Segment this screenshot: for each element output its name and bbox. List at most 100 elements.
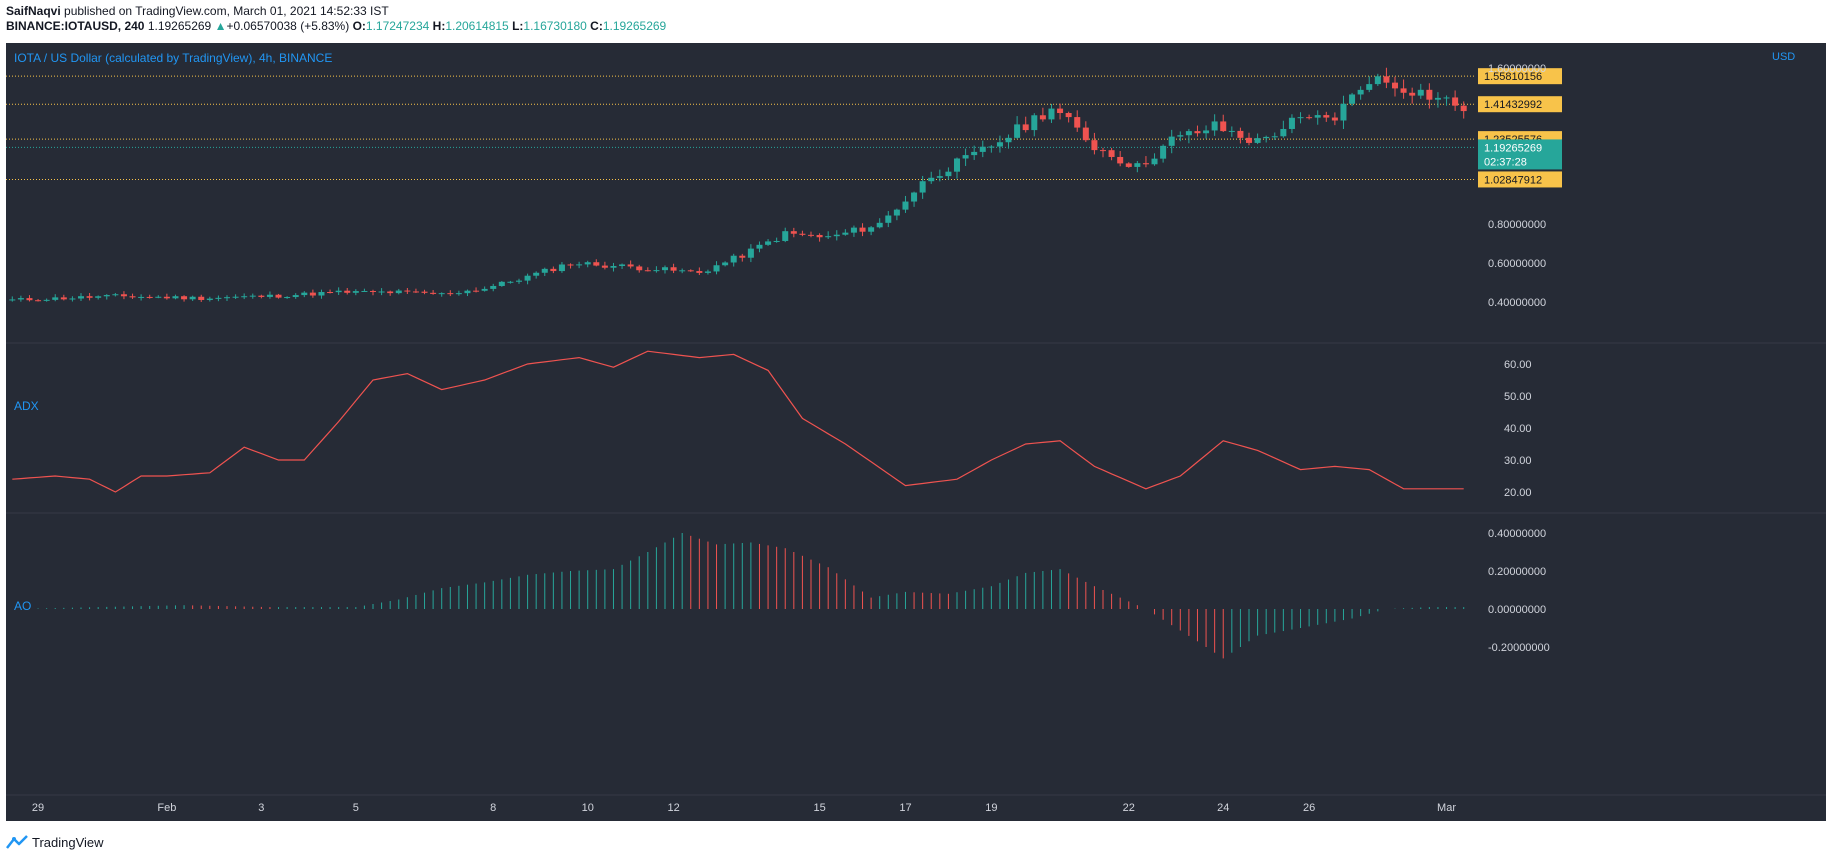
candle-body (412, 291, 419, 293)
candle-body (661, 267, 669, 271)
candle-body (1271, 136, 1278, 138)
candle-body (722, 262, 729, 266)
candle-body (902, 201, 909, 210)
level-price-box (1478, 96, 1562, 113)
candle-body (275, 294, 282, 298)
candle-body (369, 290, 377, 292)
candle-body (567, 264, 574, 266)
open-label: O: (352, 19, 366, 33)
candle-body (86, 296, 93, 298)
chart-header: SaifNaqvi published on TradingView.com, … (6, 4, 666, 34)
candle-body (215, 297, 222, 299)
candle-body (60, 297, 67, 300)
candle-body (765, 241, 772, 245)
candle-body (1005, 137, 1012, 143)
candle-body (361, 290, 368, 292)
candle-body (1237, 130, 1244, 138)
candle-body (387, 291, 394, 294)
candle-body (1211, 121, 1218, 131)
chart-canvas[interactable]: 1.558101561.414329921.235255761.02847912… (6, 43, 1826, 821)
candle-body (335, 290, 342, 293)
candle-body (773, 240, 780, 242)
candle-body (971, 151, 978, 156)
candle-body (163, 296, 170, 299)
candle-body (1022, 124, 1029, 131)
adx-axis-label: 40.00 (1504, 423, 1532, 435)
time-axis-label: 5 (353, 802, 359, 814)
adx-axis-label: 20.00 (1504, 487, 1532, 499)
time-axis-label: 10 (582, 802, 594, 814)
candle-body (842, 232, 849, 235)
candle-body (1366, 84, 1373, 90)
candle-body (979, 146, 986, 152)
time-axis-label: 24 (1217, 802, 1229, 814)
candle-body (1357, 89, 1364, 95)
candle-body (284, 297, 291, 299)
candle-body (1160, 145, 1167, 159)
candle-body (352, 291, 359, 293)
candle-body (790, 231, 797, 234)
candle-body (35, 300, 42, 302)
candle-body (455, 293, 462, 295)
candle-body (515, 280, 523, 282)
candle-body (1374, 76, 1381, 85)
candle-body (95, 296, 102, 298)
candle-body (850, 227, 857, 233)
candle-body (1142, 163, 1149, 165)
candle-body (524, 275, 531, 281)
tradingview-brand[interactable]: TradingView (32, 834, 104, 850)
candle-body (1400, 88, 1407, 93)
publish-line: SaifNaqvi published on TradingView.com, … (6, 4, 666, 19)
candle-body (859, 227, 866, 232)
candle-body (181, 296, 188, 300)
candle-body (1323, 115, 1330, 118)
author-name[interactable]: SaifNaqvi (6, 4, 61, 18)
close-label: C: (590, 19, 603, 33)
level-price-label: 1.02847912 (1484, 174, 1542, 186)
candle-body (1065, 113, 1072, 118)
last-price-label: 1.19265269 (1484, 142, 1542, 154)
currency-label: USD (1772, 51, 1795, 63)
candle-body (155, 296, 162, 298)
ao-pane (20, 533, 1465, 659)
candle-body (653, 270, 660, 272)
price-axis-label: 0.80000000 (1488, 219, 1546, 231)
candle-body (807, 234, 815, 236)
candle-body (1391, 82, 1399, 89)
candle-body (77, 296, 85, 299)
candle-body (1426, 89, 1433, 100)
level-price-label: 1.41432992 (1484, 99, 1542, 111)
candle-body (52, 297, 59, 300)
candle-body (1263, 136, 1270, 139)
candle-body (1125, 163, 1132, 167)
candle-body (953, 158, 961, 172)
candle-body (129, 296, 136, 298)
candle-body (1443, 97, 1450, 99)
candle-body (919, 181, 926, 193)
low-label: L: (512, 19, 524, 33)
candle-body (868, 227, 875, 232)
candle-body (1434, 97, 1441, 100)
time-axis-label: 8 (490, 802, 496, 814)
candle-body (687, 270, 694, 272)
candle-body (490, 285, 497, 289)
candle-body (430, 292, 437, 294)
candle-body (404, 290, 411, 292)
ao-axis-label: 0.40000000 (1488, 528, 1546, 540)
candle-body (1091, 140, 1098, 151)
last-price-value: 1.19265269 (147, 19, 212, 33)
candle-body (1108, 150, 1115, 157)
candle-body (928, 177, 935, 182)
ao-title: AO (14, 599, 31, 613)
candle-body (1306, 117, 1313, 119)
time-axis-label: 29 (32, 802, 44, 814)
candle-body (1185, 131, 1192, 136)
candle-body (833, 234, 840, 237)
high-value: 1.20614815 (445, 19, 509, 33)
candle-body (1340, 103, 1347, 121)
candle-body (799, 233, 806, 235)
candle-body (1297, 117, 1304, 119)
level-price-label: 1.55810156 (1484, 71, 1542, 83)
candle-body (1031, 115, 1038, 131)
candle-body (747, 248, 754, 258)
